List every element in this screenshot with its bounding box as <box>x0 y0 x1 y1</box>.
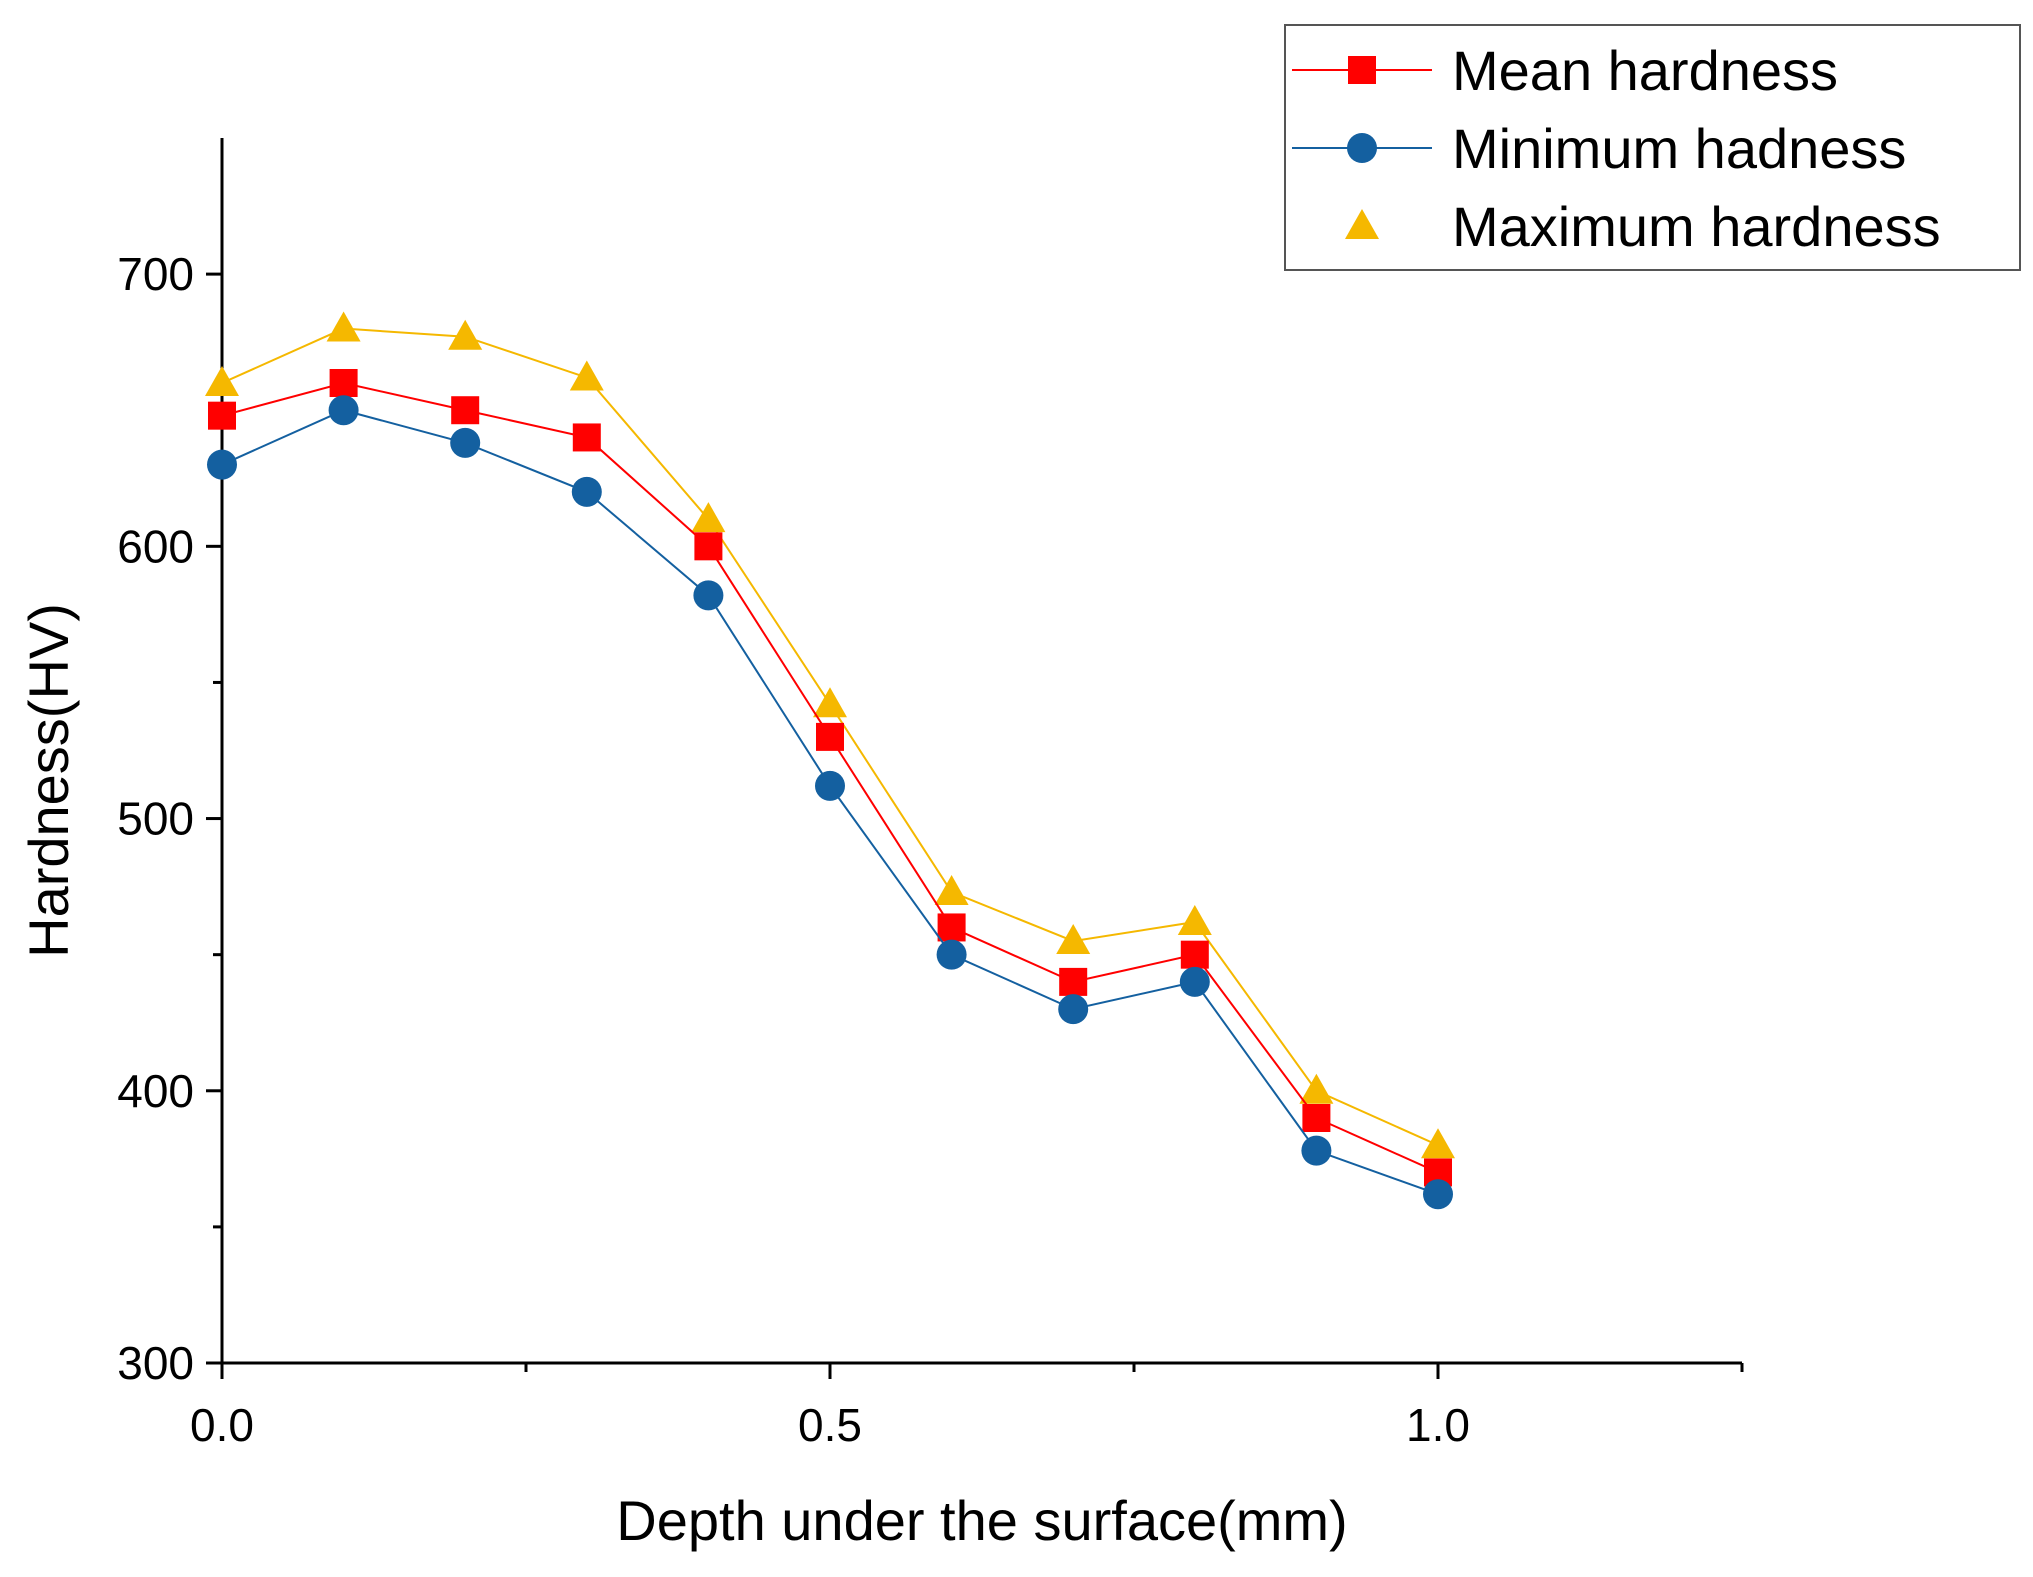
y-tick-label: 500 <box>117 793 194 845</box>
data-point <box>1177 905 1212 935</box>
data-point <box>450 427 481 458</box>
series-circle <box>207 395 1453 1210</box>
data-point <box>207 449 237 480</box>
data-point <box>936 939 967 970</box>
data-point <box>1058 994 1089 1025</box>
data-point <box>1302 1104 1331 1132</box>
series-layer <box>205 311 1455 1210</box>
data-point <box>1179 966 1210 997</box>
data-point <box>326 311 361 342</box>
legend-label: Minimum hadness <box>1452 117 1906 180</box>
data-point <box>1299 1073 1334 1104</box>
data-point <box>569 360 604 391</box>
data-point <box>813 687 847 718</box>
y-axis-title: Hardness(HV) <box>17 603 80 958</box>
data-point <box>1301 1135 1332 1166</box>
data-point <box>691 502 726 533</box>
data-point <box>934 875 969 906</box>
ticks: 0.0 0.5 1.0 300 400 500 600 700 <box>117 248 1744 1451</box>
data-point <box>1180 940 1209 969</box>
data-point <box>1421 1128 1455 1159</box>
data-point <box>571 476 602 507</box>
x-tick-label: 1.0 <box>1406 1399 1470 1451</box>
legend-marker <box>1347 133 1377 163</box>
data-point <box>815 770 845 801</box>
data-point <box>205 366 239 396</box>
data-point <box>1056 924 1091 955</box>
data-point <box>694 532 723 561</box>
legend-label: Maximum hardness <box>1452 195 1941 258</box>
data-point <box>451 396 480 425</box>
data-point <box>816 722 844 751</box>
data-point <box>693 580 724 611</box>
data-point <box>208 401 236 430</box>
y-tick-label: 700 <box>117 248 194 300</box>
legend-marker <box>1345 209 1379 239</box>
legend-item: Mean hardness <box>1292 39 1838 102</box>
x-tick-label: 0.5 <box>798 1399 862 1451</box>
data-point <box>1059 967 1088 996</box>
x-tick-label: 0.0 <box>190 1399 254 1451</box>
y-tick-label: 300 <box>117 1337 194 1389</box>
data-point <box>448 319 483 350</box>
y-tick-label: 400 <box>117 1065 194 1117</box>
data-point <box>329 369 358 397</box>
y-tick-label: 600 <box>117 520 194 572</box>
legend-label: Mean hardness <box>1452 39 1838 102</box>
data-point <box>1423 1179 1453 1210</box>
data-point <box>328 395 359 426</box>
legend: Mean hardness Minimum hadness Maximum hard… <box>1284 24 2021 271</box>
data-point <box>937 913 966 942</box>
data-point <box>572 423 601 452</box>
legend-marker <box>1348 56 1376 84</box>
series-square <box>208 369 1452 1187</box>
legend-item: Minimum hadness <box>1292 117 1906 180</box>
series-triangle <box>205 311 1455 1159</box>
axes <box>220 138 1742 1365</box>
x-axis-title: Depth under the surface(mm) <box>616 1489 1347 1552</box>
legend-item: Maximum hardness <box>1345 195 1941 258</box>
